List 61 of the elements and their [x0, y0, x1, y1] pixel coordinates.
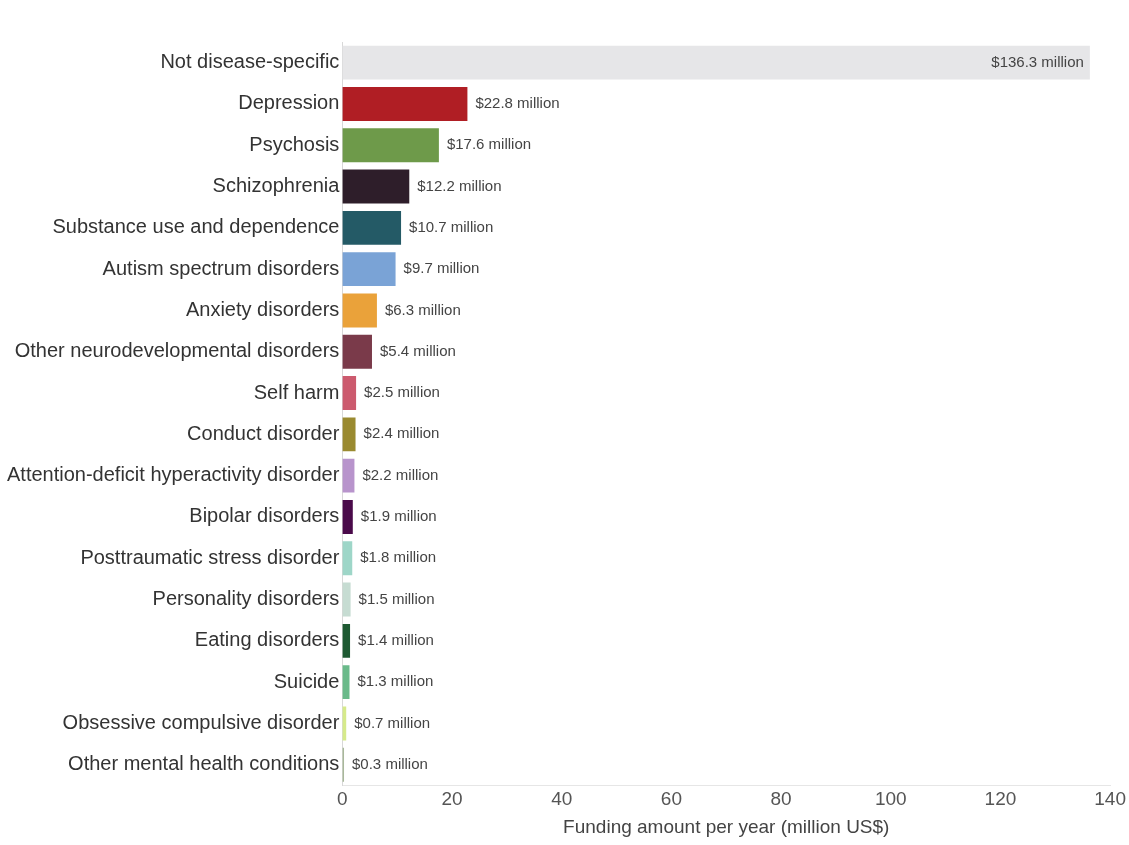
x-tick-label: 80	[770, 788, 792, 810]
y-tick-label: Eating disorders	[194, 628, 340, 651]
data-label: $1.4 million	[358, 630, 434, 648]
data-label: $2.2 million	[362, 465, 439, 483]
y-tick-label: Anxiety disorders	[185, 297, 340, 320]
data-label: $1.3 million	[357, 672, 434, 690]
y-tick-label: Psychosis	[249, 132, 340, 155]
data-label: $1.9 million	[360, 507, 437, 525]
y-tick-label: Autism spectrum disorders	[102, 256, 340, 279]
x-axis-title: Funding amount per year (million US$)	[563, 815, 890, 837]
y-tick-label: Personality disorders	[152, 587, 340, 610]
bar	[342, 541, 353, 576]
data-label: $2.4 million	[363, 424, 440, 442]
data-label: $0.7 million	[354, 713, 431, 731]
y-tick-label: Not disease-specific	[160, 50, 340, 73]
data-label: $136.3 million	[991, 52, 1084, 70]
y-tick-label: Suicide	[273, 669, 340, 692]
y-tick-label: Schizophrenia	[212, 174, 341, 197]
bar	[342, 45, 1090, 80]
y-tick-label: Self harm	[253, 380, 340, 403]
y-tick-label: Attention-deficit hyperactivity disorder	[7, 463, 340, 486]
data-label: $0.3 million	[352, 754, 428, 772]
x-tick-label: 40	[551, 788, 573, 810]
data-label: $22.8 million	[475, 94, 560, 112]
y-tick-label: Depression	[238, 91, 340, 114]
bar	[342, 210, 402, 245]
data-label: $9.7 million	[403, 259, 480, 277]
x-tick-label: 140	[1094, 788, 1126, 810]
bar	[342, 334, 372, 369]
x-tick-label: 0	[337, 788, 348, 810]
x-tick-label: 100	[874, 788, 907, 810]
x-tick-label: 20	[441, 788, 463, 810]
y-tick-label: Other neurodevelopmental disorders	[14, 339, 340, 362]
bar	[342, 458, 355, 493]
data-label: $2.5 million	[364, 383, 440, 401]
bar	[342, 500, 353, 534]
bar	[342, 376, 357, 410]
bar	[342, 623, 351, 658]
data-label: $12.2 million	[417, 176, 502, 194]
data-label: $1.5 million	[358, 589, 435, 607]
data-label: $5.4 million	[379, 341, 456, 359]
y-tick-label: Conduct disorder	[187, 421, 340, 444]
bar	[342, 169, 410, 204]
bar	[342, 87, 468, 121]
data-label: $17.6 million	[446, 135, 532, 153]
bar	[342, 665, 350, 700]
y-tick-label: Bipolar disorders	[189, 504, 340, 527]
bar	[342, 582, 351, 617]
x-tick-label: 120	[984, 788, 1017, 810]
bar	[342, 293, 377, 328]
bar	[342, 417, 356, 452]
y-tick-label: Substance use and dependence	[52, 215, 340, 238]
y-tick-label: Obsessive compulsive disorder	[62, 710, 340, 733]
data-label: $1.8 million	[360, 548, 437, 566]
y-tick-label: Other mental health conditions	[68, 752, 340, 775]
data-label: $10.7 million	[409, 217, 494, 235]
bar	[342, 252, 396, 287]
bar	[342, 128, 439, 163]
y-tick-label: Posttraumatic stress disorder	[80, 545, 340, 568]
x-tick-label: 60	[660, 788, 682, 810]
data-label: $6.3 million	[384, 300, 461, 318]
